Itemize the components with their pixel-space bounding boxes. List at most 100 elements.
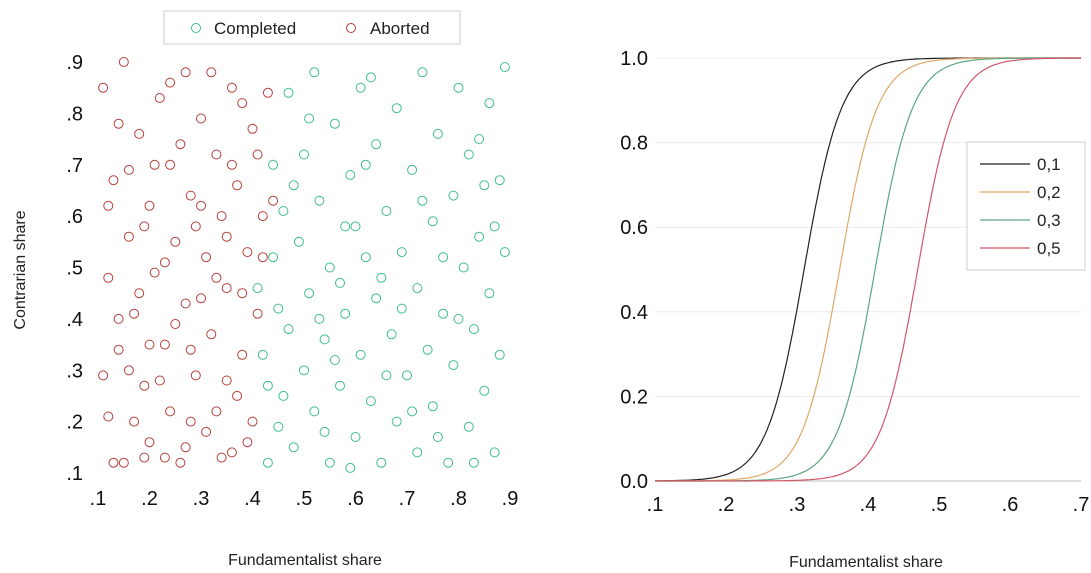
scatter-point-aborted-29 xyxy=(216,452,227,463)
line-chart-x-tick-label: .6 xyxy=(1002,494,1019,516)
scatter-point-aborted-32 xyxy=(226,82,237,93)
scatter-point-completed-76 xyxy=(453,313,464,324)
line-chart-x-tick-label: .1 xyxy=(647,494,664,516)
scatter-point-completed-5 xyxy=(273,421,284,432)
scatter-point-aborted-9 xyxy=(134,128,145,139)
line-chart-x-tick-label: .4 xyxy=(860,494,877,516)
scatter-point-aborted-46 xyxy=(139,221,150,232)
scatter-point-aborted-16 xyxy=(165,159,176,170)
scatter-point-aborted-25 xyxy=(201,426,212,437)
scatter-point-completed-11 xyxy=(299,365,309,376)
scatter-point-aborted-78 xyxy=(185,344,196,355)
scatter-x-axis-label: Fundamentalist share xyxy=(228,552,382,569)
scatter-point-completed-51 xyxy=(453,82,464,93)
scatter-y-tick-label: .7 xyxy=(66,155,83,177)
scatter-point-aborted-72 xyxy=(226,447,237,458)
scatter-chart: .1 .2 .3 .4 .5 .6 .7 .8 .9 .1 .2 .3 .4 .5 .6 .7 .8 .9 Fu… xyxy=(12,10,519,569)
scatter-point-aborted-7 xyxy=(123,231,134,242)
line-legend-label-0-3: 0,3 xyxy=(1037,211,1061,230)
scatter-point-completed-69 xyxy=(335,277,345,288)
scatter-point-completed-83 xyxy=(376,272,387,283)
scatter-y-tick-label: .1 xyxy=(66,463,83,485)
scatter-point-aborted-19 xyxy=(175,457,186,468)
scatter-point-completed-18 xyxy=(324,262,335,273)
scatter-point-completed-40 xyxy=(412,283,423,294)
line-series-0-5 xyxy=(655,57,1081,482)
scatter-point-completed-32 xyxy=(376,457,387,468)
scatter-point-completed-75 xyxy=(432,432,443,442)
scatter-point-completed-7 xyxy=(283,324,294,335)
scatter-point-completed-72 xyxy=(381,370,392,381)
scatter-point-completed-33 xyxy=(381,206,392,216)
scatter-point-completed-21 xyxy=(335,380,345,391)
scatter-point-completed-85 xyxy=(438,252,449,263)
scatter-point-completed-68 xyxy=(319,426,330,437)
scatter-point-aborted-66 xyxy=(123,164,134,175)
scatter-point-aborted-33 xyxy=(232,390,243,401)
scatter-point-completed-28 xyxy=(360,252,371,263)
scatter-point-completed-10 xyxy=(293,236,304,247)
scatter-point-aborted-52 xyxy=(206,67,217,78)
line-chart-x-tick-label: .7 xyxy=(1073,494,1090,516)
scatter-point-aborted-71 xyxy=(211,272,222,283)
scatter-point-aborted-41 xyxy=(262,87,273,98)
scatter-point-aborted-6 xyxy=(118,457,129,468)
legend-label-completed: Completed xyxy=(214,19,296,38)
scatter-y-tick-label: .4 xyxy=(66,309,83,331)
scatter-point-completed-37 xyxy=(396,247,407,258)
scatter-point-completed-1 xyxy=(257,349,268,360)
scatter-point-aborted-14 xyxy=(154,93,165,103)
scatter-x-tick-label: .7 xyxy=(399,488,416,510)
scatter-point-completed-43 xyxy=(422,344,433,355)
scatter-point-completed-60 xyxy=(489,447,500,458)
scatter-point-aborted-2 xyxy=(103,411,114,422)
scatter-point-completed-13 xyxy=(304,288,315,299)
scatter-point-aborted-70 xyxy=(196,200,206,211)
scatter-point-aborted-3 xyxy=(108,175,119,186)
legend-marker-completed xyxy=(191,23,201,33)
scatter-legend: Completed Aborted xyxy=(163,10,461,45)
scatter-y-tick-label: .8 xyxy=(66,103,83,125)
scatter-point-completed-58 xyxy=(484,98,495,109)
scatter-point-completed-62 xyxy=(494,349,505,360)
scatter-point-completed-74 xyxy=(417,195,428,206)
scatter-point-completed-63 xyxy=(499,247,510,258)
scatter-y-tick-label: .3 xyxy=(66,360,83,382)
scatter-point-completed-16 xyxy=(314,195,325,206)
line-legend-box xyxy=(966,141,1086,271)
scatter-point-completed-80 xyxy=(273,303,284,314)
scatter-points xyxy=(98,57,510,473)
scatter-point-completed-61 xyxy=(494,175,505,186)
scatter-legend-box xyxy=(163,10,461,45)
scatter-point-completed-86 xyxy=(468,457,479,468)
scatter-y-tick-label: .9 xyxy=(66,52,83,74)
scatter-x-tick-labels: .1 .2 .3 .4 .5 .6 .7 .8 .9 xyxy=(90,488,519,510)
scatter-point-aborted-54 xyxy=(226,159,237,170)
scatter-point-aborted-77 xyxy=(159,257,170,268)
line-chart-x-tick-labels: .1 .2 .3 .4 .5 .6 .7 xyxy=(647,494,1090,516)
scatter-point-aborted-42 xyxy=(268,195,279,206)
scatter-point-aborted-1 xyxy=(103,272,114,283)
scatter-point-aborted-57 xyxy=(252,149,263,160)
scatter-point-aborted-4 xyxy=(113,344,124,355)
line-chart-y-tick-label: 0.2 xyxy=(620,386,648,408)
scatter-point-aborted-50 xyxy=(185,416,196,427)
line-chart-y-tick-label: 0.0 xyxy=(620,471,648,493)
scatter-point-aborted-20 xyxy=(180,67,191,78)
scatter-point-completed-14 xyxy=(309,406,320,417)
scatter-point-aborted-27 xyxy=(206,329,217,340)
scatter-point-completed-36 xyxy=(391,416,402,427)
line-chart-y-tick-labels: 0.0 0.2 0.4 0.6 0.8 1.0 xyxy=(620,48,648,493)
scatter-point-aborted-44 xyxy=(113,118,124,129)
scatter-y-tick-labels: .1 .2 .3 .4 .5 .6 .7 .8 .9 xyxy=(66,52,83,485)
scatter-point-aborted-11 xyxy=(144,200,155,211)
scatter-point-aborted-55 xyxy=(237,288,248,299)
line-chart-x-axis-label: Fundamentalist share xyxy=(789,554,943,571)
scatter-point-aborted-10 xyxy=(139,380,150,391)
scatter-point-completed-0 xyxy=(252,283,263,294)
scatter-point-completed-22 xyxy=(340,221,351,232)
scatter-point-completed-20 xyxy=(329,118,340,129)
line-legend-label-0-2: 0,2 xyxy=(1037,183,1061,202)
scatter-point-aborted-31 xyxy=(221,283,232,294)
scatter-x-tick-label: .1 xyxy=(90,488,107,510)
